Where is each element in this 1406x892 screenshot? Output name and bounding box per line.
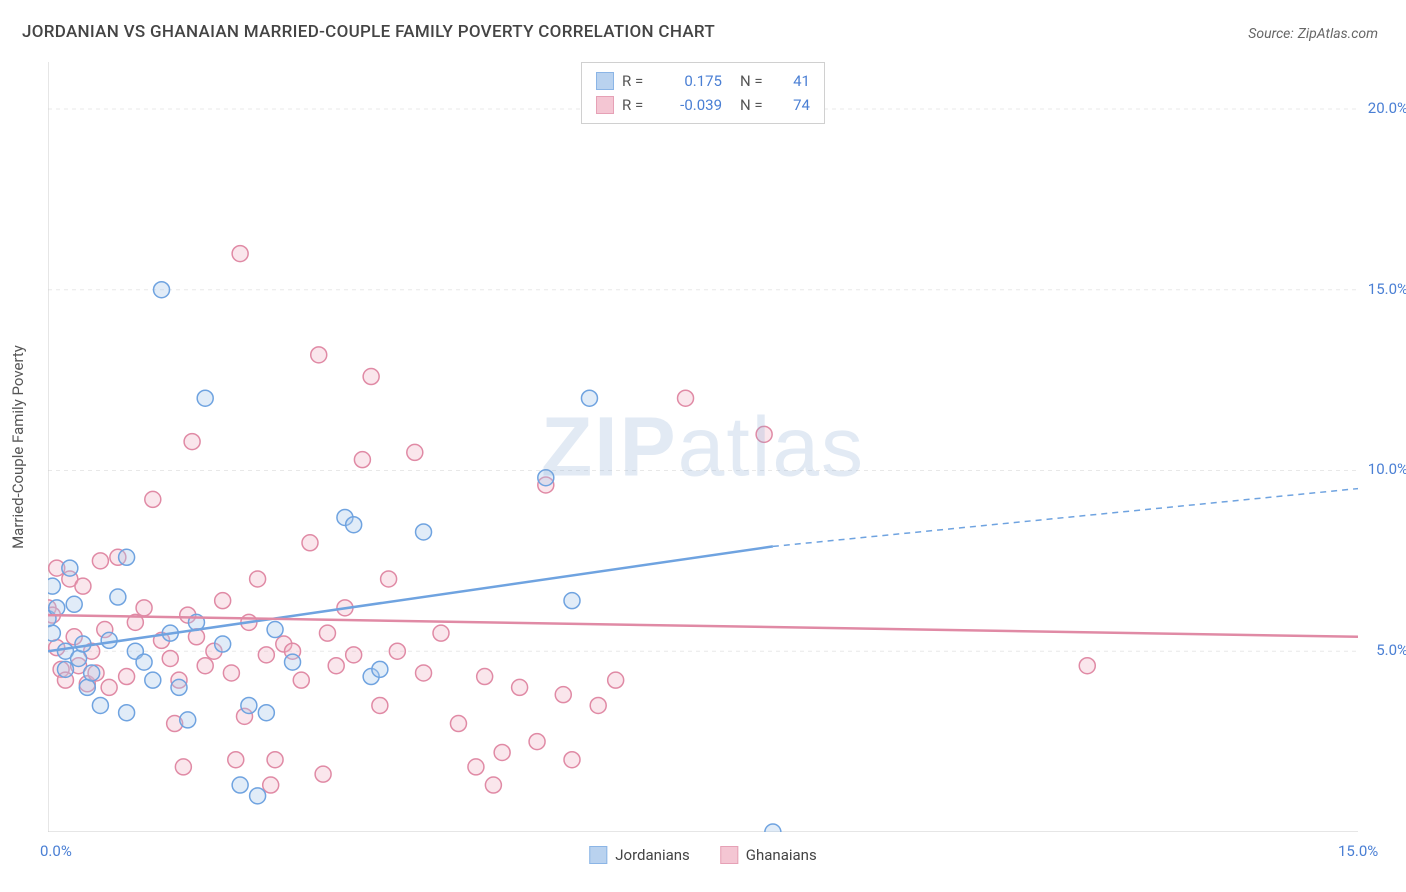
legend-series-label: Ghanaians — [746, 846, 817, 864]
y-tick-label: 5.0% — [1376, 641, 1406, 659]
legend-correlation-row: R = -0.039 N = 74 — [596, 93, 810, 117]
chart-area: Married-Couple Family Poverty ZIPatlas R… — [48, 62, 1358, 832]
legend-correlation: R = 0.175 N = 41 R = -0.039 N = 74 — [581, 62, 825, 124]
y-tick-label: 15.0% — [1368, 280, 1406, 298]
x-tick-label: 15.0% — [1338, 842, 1378, 860]
y-tick-label: 10.0% — [1368, 460, 1406, 478]
legend-correlation-row: R = 0.175 N = 41 — [596, 69, 810, 93]
legend-series-label: Jordanians — [615, 846, 690, 864]
legend-swatch — [596, 96, 614, 114]
n-label: N = — [740, 93, 772, 117]
source-name: ZipAtlas.com — [1298, 26, 1378, 42]
source-label: Source: — [1248, 26, 1293, 42]
r-label: R = — [622, 93, 654, 117]
r-label: R = — [622, 69, 654, 93]
scatter-plot — [48, 62, 1358, 832]
r-value: -0.039 — [662, 93, 722, 117]
n-value: 41 — [780, 69, 810, 93]
r-value: 0.175 — [662, 69, 722, 93]
legend-swatch — [596, 72, 614, 90]
legend-series-item: Ghanaians — [720, 846, 817, 864]
n-label: N = — [740, 69, 772, 93]
y-tick-label: 20.0% — [1368, 99, 1406, 117]
legend-swatch — [720, 846, 738, 864]
legend-series-item: Jordanians — [589, 846, 690, 864]
n-value: 74 — [780, 93, 810, 117]
y-axis-label: Married-Couple Family Poverty — [9, 345, 27, 549]
chart-title: JORDANIAN VS GHANAIAN MARRIED-COUPLE FAM… — [22, 22, 715, 42]
chart-header: JORDANIAN VS GHANAIAN MARRIED-COUPLE FAM… — [0, 0, 1406, 42]
source: Source: ZipAtlas.com — [1248, 23, 1378, 42]
legend-swatch — [589, 846, 607, 864]
legend-series: Jordanians Ghanaians — [589, 846, 816, 864]
x-tick-label: 0.0% — [40, 842, 72, 860]
